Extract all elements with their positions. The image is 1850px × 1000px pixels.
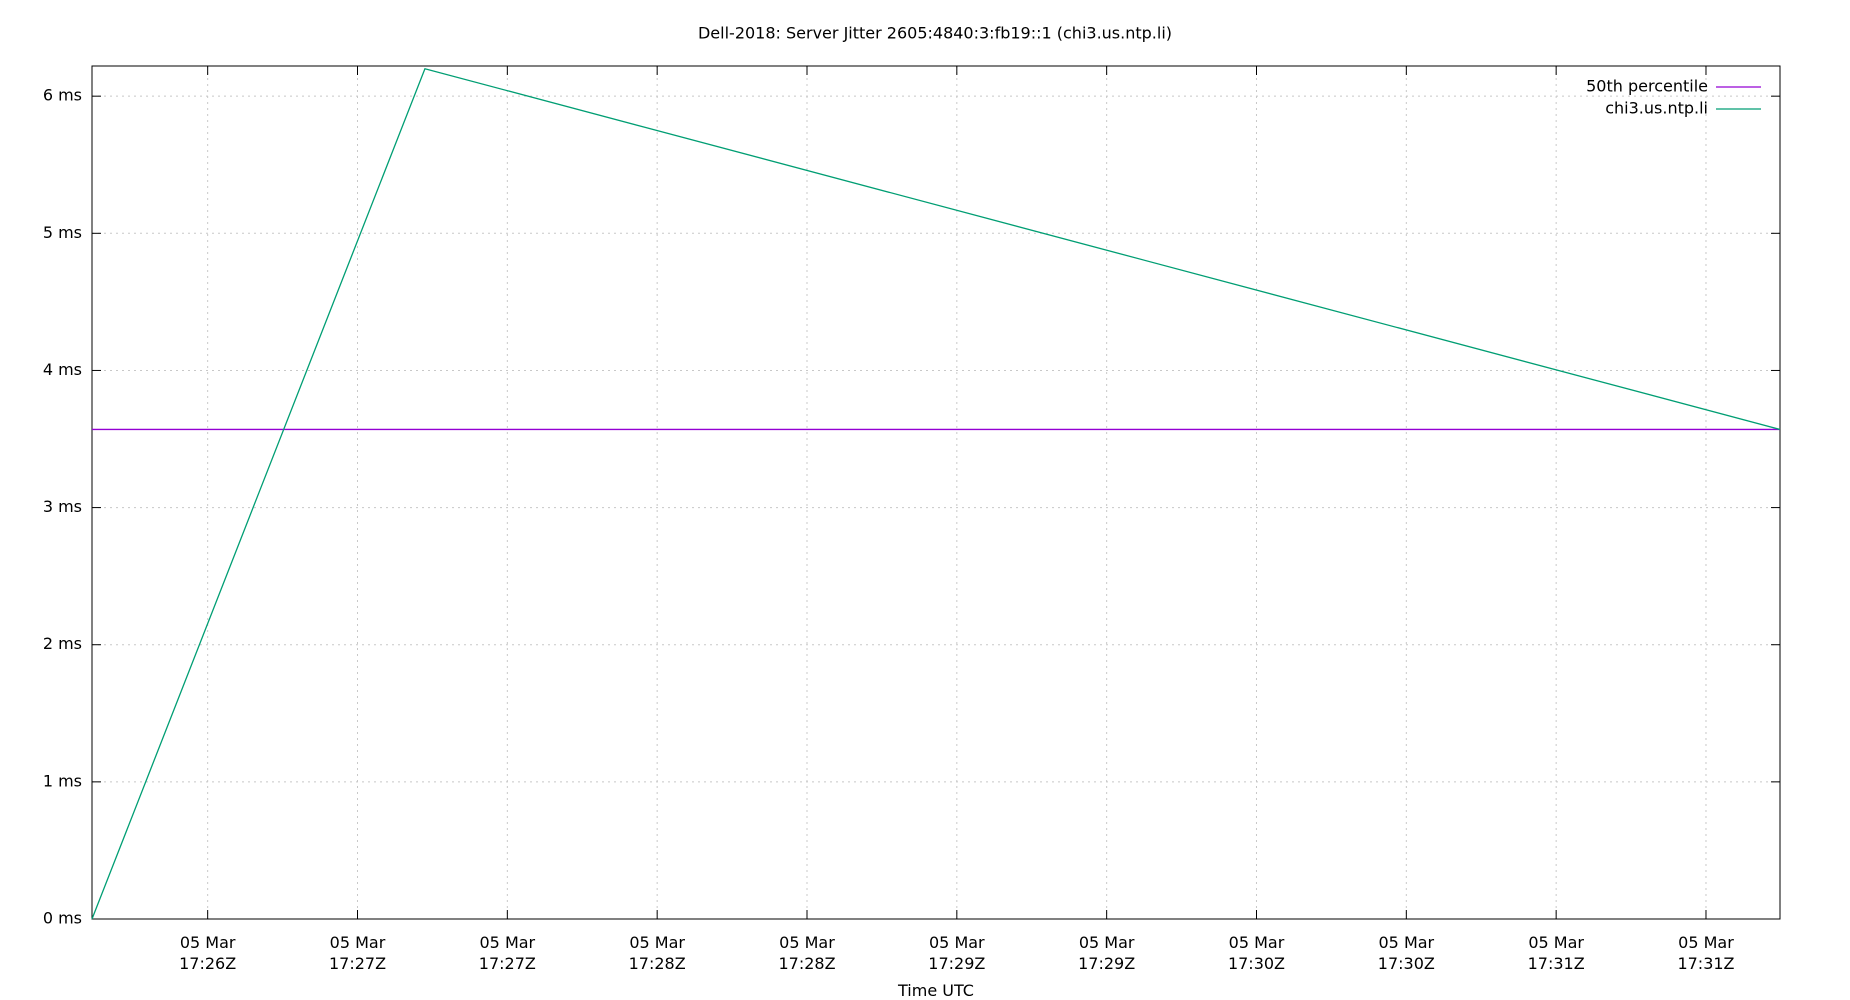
x-tick-label: 05 Mar 17:29Z (1078, 933, 1135, 973)
x-tick-label: 05 Mar 17:31Z (1677, 933, 1734, 973)
x-tick-label: 05 Mar 17:27Z (479, 933, 536, 973)
x-tick-label: 05 Mar 17:30Z (1228, 933, 1285, 973)
chart-title: Dell-2018: Server Jitter 2605:4840:3:fb1… (698, 24, 1172, 43)
y-tick-label: 6 ms (43, 86, 82, 105)
x-tick-label: 05 Mar 17:27Z (329, 933, 386, 973)
x-tick-label: 05 Mar 17:30Z (1378, 933, 1435, 973)
legend-label: chi3.us.ntp.li (1605, 99, 1708, 118)
y-tick-label: 3 ms (43, 497, 82, 516)
x-axis-label: Time UTC (897, 981, 974, 1000)
y-tick-label: 4 ms (43, 360, 82, 379)
y-tick-label: 1 ms (43, 771, 82, 790)
plot-frame (91, 65, 1781, 920)
x-tick-label: 05 Mar 17:29Z (928, 933, 985, 973)
x-tick-label: 05 Mar 17:26Z (179, 933, 236, 973)
x-tick-label: 05 Mar 17:31Z (1528, 933, 1585, 973)
y-tick-label: 5 ms (43, 223, 82, 242)
x-tick-label: 05 Mar 17:28Z (629, 933, 686, 973)
legend-label: 50th percentile (1586, 77, 1708, 96)
series-line (91, 67, 1781, 920)
y-tick-label: 2 ms (43, 634, 82, 653)
x-tick-label: 05 Mar 17:28Z (778, 933, 835, 973)
y-tick-label: 0 ms (43, 909, 82, 928)
